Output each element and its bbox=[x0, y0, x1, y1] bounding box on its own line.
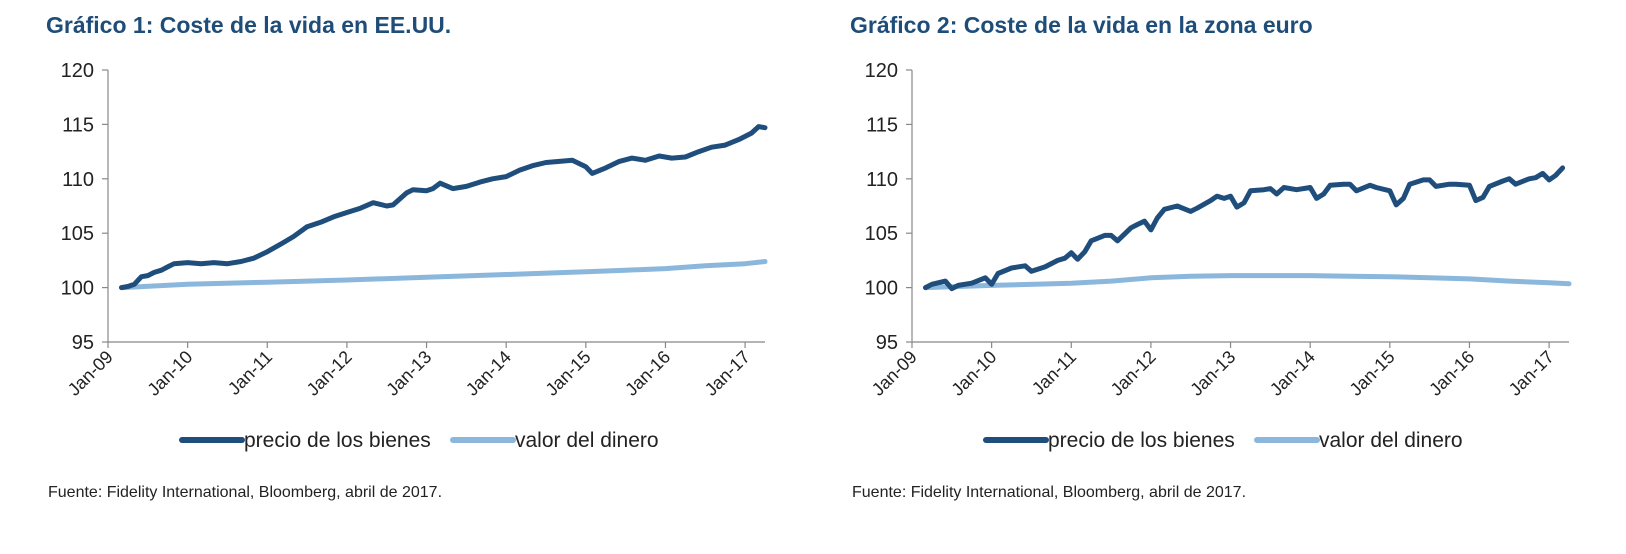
chart-panel-1: Gráfico 1: Coste de la vida en EE.UU. 95… bbox=[0, 0, 800, 554]
x-tick-label: Jan-16 bbox=[621, 347, 674, 400]
series-line bbox=[119, 259, 768, 291]
legend-label: precio de los bienes bbox=[244, 429, 431, 452]
x-tick-label: Jan-13 bbox=[1186, 347, 1239, 400]
series-line bbox=[119, 124, 768, 291]
x-tick-label: Jan-17 bbox=[701, 347, 754, 400]
y-tick-label: 110 bbox=[62, 169, 94, 191]
y-tick-label: 120 bbox=[865, 60, 898, 82]
x-tick-label: Jan-12 bbox=[1107, 347, 1160, 400]
chart-panel-2: Gráfico 2: Coste de la vida en la zona e… bbox=[804, 0, 1604, 554]
x-tick-label: Jan-16 bbox=[1425, 347, 1478, 400]
y-tick-label: 105 bbox=[865, 223, 898, 245]
x-tick-label: Jan-11 bbox=[224, 347, 276, 399]
x-tick-label: Jan-09 bbox=[868, 347, 921, 400]
y-tick-label: 115 bbox=[62, 114, 94, 136]
y-tick-label: 115 bbox=[866, 114, 898, 136]
x-tick-label: Jan-17 bbox=[1505, 347, 1558, 400]
legend-label: valor del dinero bbox=[515, 429, 659, 452]
legend-label: valor del dinero bbox=[1319, 429, 1463, 452]
y-tick-label: 95 bbox=[876, 332, 898, 354]
x-tick-label: Jan-11 bbox=[1028, 347, 1080, 399]
y-tick-label: 100 bbox=[61, 278, 94, 300]
chart-2-title: Gráfico 2: Coste de la vida en la zona e… bbox=[850, 12, 1313, 38]
series-line bbox=[923, 273, 1572, 291]
legend-label: precio de los bienes bbox=[1048, 429, 1235, 452]
x-tick-label: Jan-14 bbox=[1266, 347, 1319, 400]
y-tick-label: 110 bbox=[866, 169, 898, 191]
x-tick-label: Jan-12 bbox=[303, 347, 356, 400]
chart-2-source: Fuente: Fidelity International, Bloomber… bbox=[852, 484, 1247, 501]
chart-1-title: Gráfico 1: Coste de la vida en EE.UU. bbox=[46, 12, 452, 38]
x-tick-label: Jan-09 bbox=[64, 347, 117, 400]
x-tick-label: Jan-13 bbox=[382, 347, 435, 400]
chart-2-plot: 95 100 105 110 115 120 Jan-09 Jan-10 Jan-11 Jan-1… bbox=[865, 60, 1572, 452]
x-tick-label: Jan-10 bbox=[947, 347, 1000, 400]
y-tick-label: 105 bbox=[61, 223, 94, 245]
series-line bbox=[923, 165, 1566, 292]
x-tick-label: Jan-10 bbox=[143, 347, 196, 400]
x-tick-label: Jan-15 bbox=[1346, 347, 1399, 400]
x-tick-label: Jan-14 bbox=[462, 347, 515, 400]
chart-1-source: Fuente: Fidelity International, Bloomber… bbox=[48, 484, 443, 501]
x-tick-label: Jan-15 bbox=[542, 347, 595, 400]
chart-1-plot: 95 100 105 110 115 120 Jan-09 Jan-10 Jan-11 Jan-1… bbox=[61, 60, 768, 452]
y-tick-label: 120 bbox=[61, 60, 94, 82]
y-tick-label: 95 bbox=[72, 332, 94, 354]
y-tick-label: 100 bbox=[865, 278, 898, 300]
